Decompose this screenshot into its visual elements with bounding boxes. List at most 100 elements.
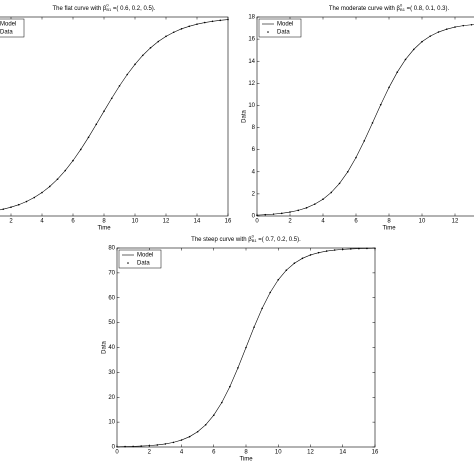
- data-point: [289, 211, 291, 213]
- data-point: [341, 248, 344, 251]
- data-point: [264, 213, 267, 216]
- data-point: [379, 103, 382, 106]
- data-point: [17, 203, 20, 206]
- x-axis-label: Time: [97, 226, 111, 232]
- y-tick-label: 60: [108, 295, 115, 301]
- data-point: [374, 247, 376, 250]
- x-tick-label: 14: [194, 219, 201, 225]
- data-point: [188, 435, 191, 438]
- y-tick-label: 80: [108, 246, 115, 252]
- title-sub: B1: [106, 7, 112, 12]
- y-axis-label: Data: [102, 341, 108, 354]
- data-point: [134, 63, 136, 66]
- x-tick-label: 8: [387, 219, 391, 225]
- data-point: [204, 423, 207, 426]
- data-point: [116, 445, 118, 448]
- title-sup: 0: [252, 234, 255, 239]
- title-main: The steep curve with β: [191, 237, 252, 243]
- data-point: [285, 269, 288, 272]
- data-point: [203, 21, 206, 24]
- title-sub: B1: [400, 7, 406, 12]
- legend-box: [0, 18, 25, 38]
- data-point: [261, 307, 263, 310]
- data-point: [313, 203, 316, 205]
- data-point: [95, 123, 98, 126]
- y-tick-label: 10: [108, 420, 115, 426]
- x-tick-label: 6: [71, 219, 75, 225]
- data-point: [269, 291, 271, 294]
- title-main: The moderate curve with β: [329, 6, 401, 12]
- data-point: [229, 385, 231, 388]
- data-point: [437, 31, 440, 33]
- data-point: [118, 85, 121, 87]
- chart-title: The steep curve with β0 B1 =( 0.7, 0.2, 0…: [191, 234, 301, 244]
- y-tick-label: 12: [248, 81, 255, 87]
- chart-title: The moderate curve with β0 B1 =( 0.8, 0.1…: [329, 3, 450, 13]
- data-point: [64, 169, 67, 172]
- y-tick-label: 20: [108, 395, 115, 401]
- y-tick-label: 10: [248, 103, 255, 109]
- y-tick-label: 50: [108, 320, 115, 326]
- data-point: [388, 86, 390, 89]
- x-tick-label: 6: [212, 450, 216, 456]
- data-point: [110, 97, 113, 100]
- data-point: [148, 444, 151, 447]
- legend-label: Model: [0, 22, 16, 28]
- data-point: [165, 35, 167, 38]
- data-point: [322, 198, 324, 200]
- x-tick-label: 6: [354, 219, 358, 225]
- y-tick-label: 40: [108, 345, 115, 351]
- data-point: [156, 444, 159, 446]
- data-point: [445, 28, 448, 30]
- x-tick-label: 16: [372, 450, 379, 456]
- y-tick-label: 18: [248, 15, 255, 21]
- y-tick-label: 6: [252, 147, 256, 153]
- data-point: [140, 445, 142, 447]
- title-rest: =( 0.6, 0.2, 0.5).: [111, 6, 156, 12]
- data-point: [462, 24, 465, 27]
- legend-box: [258, 18, 302, 38]
- data-point: [149, 47, 152, 49]
- data-point: [317, 251, 320, 254]
- data-point: [211, 20, 214, 23]
- x-tick-label: 4: [40, 219, 44, 225]
- x-tick-label: 10: [275, 450, 282, 456]
- data-point: [280, 212, 283, 215]
- data-point: [355, 156, 357, 159]
- legend-label: Model: [277, 22, 293, 28]
- data-point: [363, 140, 366, 142]
- data-point: [297, 209, 300, 212]
- data-point: [25, 200, 28, 203]
- data-point: [164, 443, 167, 445]
- data-point: [470, 23, 473, 26]
- legend-marker: [127, 262, 129, 264]
- y-tick-label: 16: [248, 37, 255, 43]
- legend-label: Data: [0, 30, 13, 36]
- y-tick-label: 2: [252, 191, 256, 197]
- data-point: [454, 26, 456, 28]
- x-tick-label: 14: [339, 450, 346, 456]
- title-sup: 0: [106, 3, 109, 8]
- data-point: [305, 207, 308, 209]
- data-point: [196, 23, 198, 25]
- data-point: [272, 213, 275, 215]
- legend-label: Data: [277, 30, 290, 36]
- x-tick-label: 8: [102, 219, 106, 225]
- x-tick-label: 12: [163, 219, 170, 225]
- data-point: [172, 31, 175, 34]
- data-point: [350, 248, 352, 250]
- data-point: [221, 401, 223, 404]
- legend-label: Data: [137, 261, 150, 267]
- data-point: [404, 58, 407, 61]
- x-tick-label: 4: [180, 450, 184, 456]
- data-point: [333, 249, 336, 251]
- data-point: [2, 208, 5, 210]
- data-point: [301, 257, 304, 260]
- data-point: [421, 40, 423, 43]
- x-tick-label: 0: [255, 219, 259, 225]
- y-axis-label: Data: [242, 110, 248, 123]
- data-point: [293, 262, 296, 265]
- data-point: [48, 185, 51, 188]
- data-point: [212, 414, 215, 417]
- data-point: [396, 71, 399, 73]
